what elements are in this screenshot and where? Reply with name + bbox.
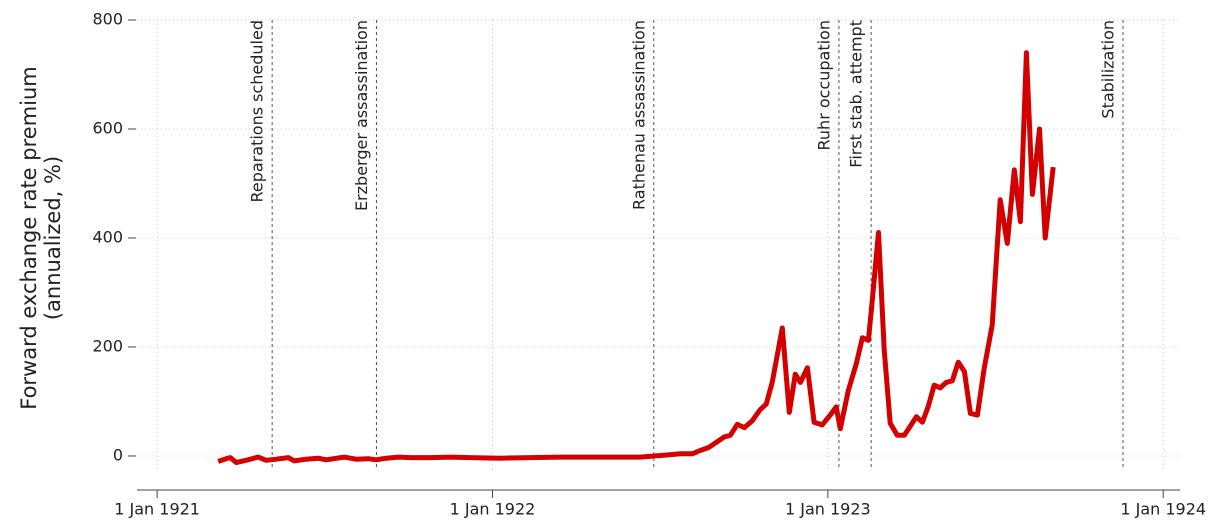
event-label: Erzberger assassination xyxy=(352,20,371,211)
x-tick-label: 1 Jan 1923 xyxy=(785,500,871,519)
x-tick-label: 1 Jan 1921 xyxy=(114,500,200,519)
event-label: Stabilization xyxy=(1098,20,1117,119)
y-tick-label: 200 xyxy=(92,336,123,355)
event-label: First stab. attempt xyxy=(847,20,866,168)
event-label: Ruhr occupation xyxy=(814,20,833,150)
y-tick-label: 800 xyxy=(92,10,123,29)
y-tick-label: 0 xyxy=(113,445,123,464)
event-label: Rathenau assassination xyxy=(629,20,648,210)
y-tick-label: 400 xyxy=(92,227,123,246)
data-line xyxy=(217,50,1056,465)
y-axis-label: (annualized, %) xyxy=(41,156,65,320)
event-label: Reparations scheduled xyxy=(248,20,267,203)
x-tick-label: 1 Jan 1924 xyxy=(1120,500,1206,519)
y-tick-label: 600 xyxy=(92,118,123,137)
y-axis-label: Forward exchange rate premium xyxy=(17,66,41,410)
x-tick-label: 1 Jan 1922 xyxy=(450,500,536,519)
